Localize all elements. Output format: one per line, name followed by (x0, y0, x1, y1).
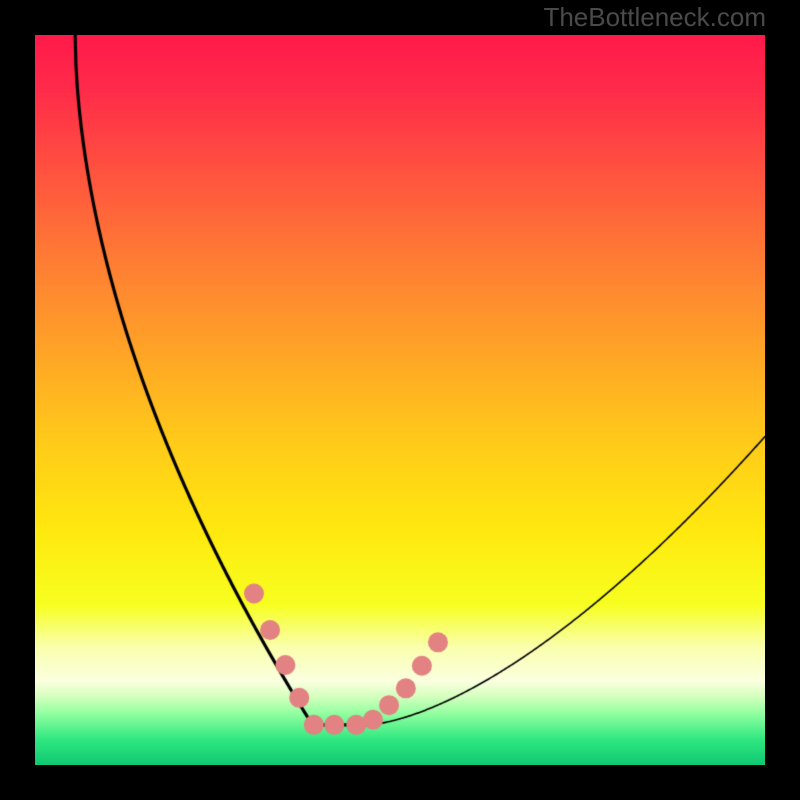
watermark-text: TheBottleneck.com (543, 2, 766, 33)
bottleneck-curve-chart (35, 35, 765, 765)
chart-stage: TheBottleneck.com (0, 0, 800, 800)
plot-area (35, 35, 765, 765)
